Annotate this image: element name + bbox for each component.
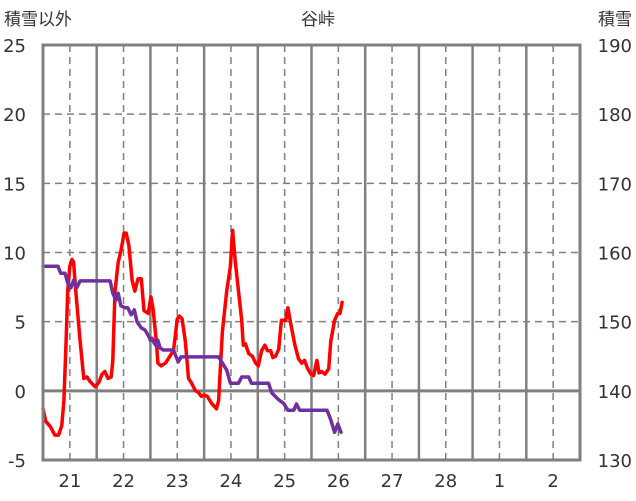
y-tick-label-left: 10 (3, 244, 26, 265)
left-axis-title: 積雪以外 (4, 10, 72, 30)
x-tick-label: 1 (494, 471, 505, 492)
y-axis-left: -5 0 5 10 15 20 25 (3, 36, 26, 472)
x-tick-label: 22 (112, 471, 135, 492)
y-tick-label-right: 170 (598, 174, 632, 195)
y-tick-label-left: 15 (3, 174, 26, 195)
x-tick-label: 25 (273, 471, 296, 492)
x-tick-label: 26 (327, 471, 350, 492)
series-line-snow-depth (41, 264, 343, 435)
x-tick-label: 2 (547, 471, 558, 492)
y-tick-label-right: 190 (598, 36, 632, 57)
y-tick-label-left: 0 (15, 382, 26, 403)
y-axis-right: 130 140 150 160 170 180 190 (598, 36, 632, 472)
y-tick-label-right: 180 (598, 105, 632, 126)
y-tick-label-left: 20 (3, 105, 26, 126)
y-tick-label-left: 25 (3, 36, 26, 57)
y-tick-label-right: 160 (598, 244, 632, 265)
x-tick-label: 21 (58, 471, 81, 492)
series-layer (41, 228, 344, 437)
x-axis: 21 22 23 24 25 26 27 28 1 2 (58, 471, 558, 492)
series-line-other (41, 228, 344, 437)
x-tick-label: 23 (166, 471, 189, 492)
x-tick-label: 24 (219, 471, 242, 492)
y-tick-label-left: 5 (15, 313, 26, 334)
x-tick-label: 28 (434, 471, 457, 492)
y-tick-label-left: -5 (8, 451, 26, 472)
y-tick-label-right: 130 (598, 451, 632, 472)
plot-frame (41, 43, 582, 462)
chart-title: 谷峠 (301, 10, 335, 30)
y-tick-label-right: 150 (598, 313, 632, 334)
right-axis-title: 積雪 (598, 10, 632, 30)
grid (43, 45, 580, 460)
x-tick-label: 27 (381, 471, 404, 492)
y-tick-label-right: 140 (598, 382, 632, 403)
